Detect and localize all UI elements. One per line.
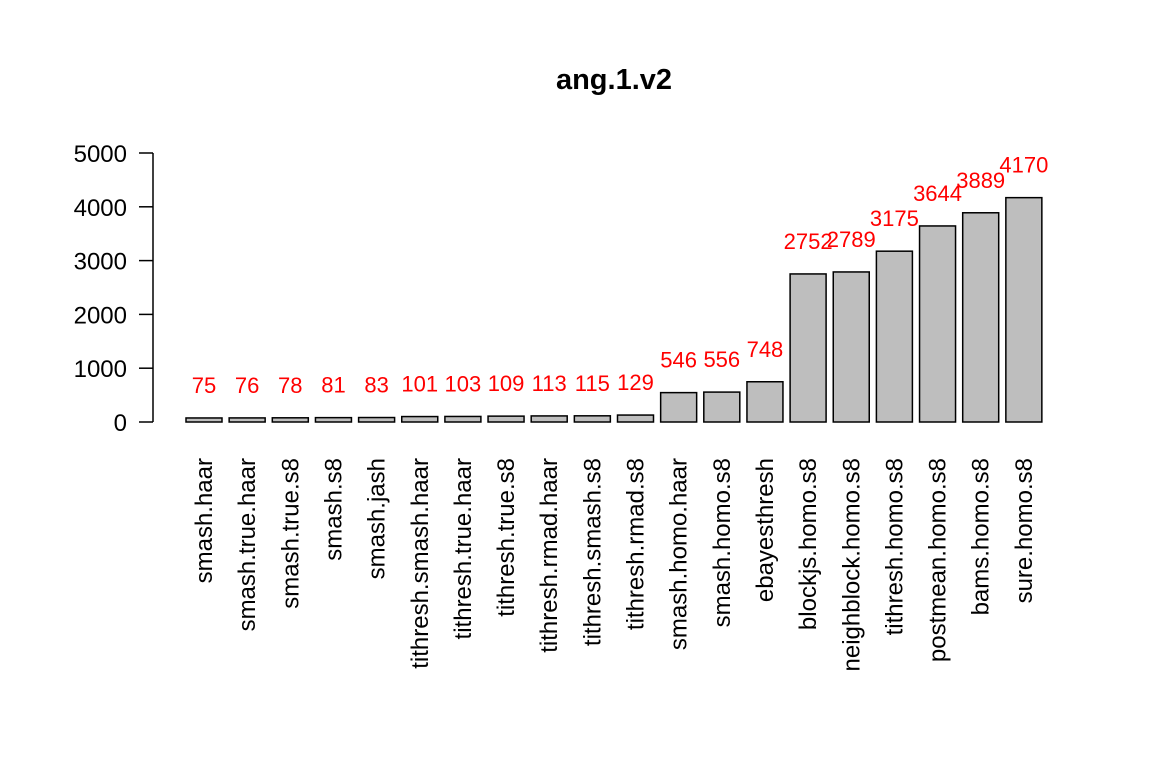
y-tick-label: 3000 — [74, 249, 127, 276]
x-category-label: smash.s8 — [320, 458, 347, 561]
bar — [401, 415, 439, 423]
bar — [1005, 196, 1043, 423]
y-tick-label: 1000 — [74, 356, 127, 383]
y-tick-label: 5000 — [74, 141, 127, 168]
bar — [314, 416, 353, 423]
bar — [487, 415, 525, 423]
data-label: 546 — [660, 348, 697, 373]
x-category-label: smash.true.s8 — [277, 458, 304, 609]
x-category-label: smash.jash — [364, 458, 391, 579]
x-category-label: tithresh.smash.s8 — [579, 458, 606, 646]
data-label: 101 — [401, 372, 438, 397]
data-label: 3889 — [956, 168, 1005, 193]
x-category-label: smash.homo.haar — [666, 458, 693, 650]
data-label: 113 — [532, 371, 567, 396]
x-category-label: tithresh.homo.s8 — [881, 458, 908, 635]
data-label: 75 — [192, 373, 216, 398]
data-label: 2752 — [784, 229, 833, 254]
x-category-label: smash.homo.s8 — [709, 458, 736, 627]
data-label: 81 — [321, 373, 345, 398]
y-tick-label: 2000 — [74, 302, 127, 329]
data-label: 3644 — [913, 181, 962, 206]
data-label: 78 — [278, 373, 302, 398]
x-category-label: blockjs.homo.s8 — [795, 458, 822, 630]
x-category-label: tithresh.rmad.s8 — [623, 458, 650, 630]
bar — [789, 273, 827, 423]
chart-title: ang.1.v2 — [556, 64, 672, 96]
bar — [918, 225, 957, 423]
x-category-label: tithresh.smash.haar — [407, 458, 434, 669]
bar — [659, 391, 698, 423]
bars — [185, 196, 1043, 423]
x-category-label: neighblock.homo.s8 — [838, 458, 865, 671]
data-label: 556 — [703, 347, 740, 372]
bar — [530, 415, 568, 423]
bar — [875, 250, 914, 423]
y-axis: 0 1000 2000 3000 4000 5000 — [74, 141, 154, 437]
data-label: 3175 — [870, 206, 919, 231]
x-category-label: bams.homo.s8 — [968, 458, 995, 615]
bar — [616, 414, 655, 423]
x-category-label: sure.homo.s8 — [1011, 458, 1038, 603]
bar — [357, 416, 396, 423]
bar — [573, 415, 612, 423]
y-tick-label: 0 — [114, 410, 127, 437]
x-category-label: smash.true.haar — [234, 458, 261, 631]
x-category-label: tithresh.true.s8 — [493, 458, 520, 617]
data-label: 76 — [235, 373, 259, 398]
x-category-label: tithresh.true.haar — [450, 458, 477, 639]
bar — [703, 391, 741, 423]
data-label: 103 — [445, 371, 482, 396]
x-category-label: postmean.homo.s8 — [925, 458, 952, 662]
data-label: 83 — [364, 373, 388, 398]
bar — [228, 417, 266, 423]
x-category-label: smash.haar — [191, 458, 218, 583]
data-label: 109 — [488, 371, 525, 396]
data-label: 748 — [747, 337, 784, 362]
x-axis-labels: smash.haar smash.true.haar smash.true.s8 sm… — [191, 458, 1038, 671]
data-label: 115 — [575, 371, 610, 396]
x-category-label: tithresh.rmad.haar — [536, 458, 563, 653]
data-label: 129 — [617, 370, 654, 395]
data-label: 2789 — [827, 227, 876, 252]
bar — [444, 415, 482, 423]
x-category-label: ebayesthresh — [752, 458, 779, 602]
bar — [961, 212, 1000, 423]
data-label: 4170 — [999, 153, 1048, 178]
y-tick-label: 4000 — [74, 195, 127, 222]
bar — [832, 271, 870, 423]
bar — [746, 381, 784, 423]
bar — [185, 417, 223, 423]
bar — [271, 417, 310, 423]
